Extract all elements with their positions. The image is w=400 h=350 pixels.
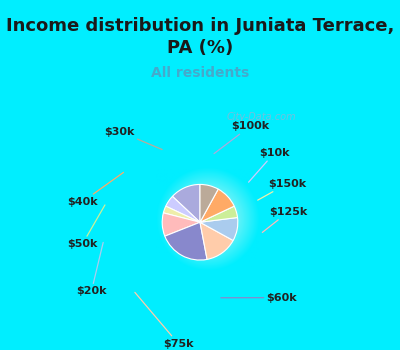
Wedge shape (200, 206, 238, 222)
Wedge shape (163, 206, 200, 222)
Wedge shape (200, 217, 238, 240)
Wedge shape (200, 222, 233, 259)
Wedge shape (172, 184, 200, 222)
Text: $60k: $60k (221, 293, 297, 303)
Wedge shape (200, 184, 218, 222)
Text: Income distribution in Juniata Terrace,
PA (%): Income distribution in Juniata Terrace, … (6, 17, 394, 57)
Text: $20k: $20k (76, 243, 107, 296)
Text: $40k: $40k (67, 172, 124, 207)
Text: $30k: $30k (104, 127, 162, 149)
Text: City-Data.com: City-Data.com (226, 112, 296, 122)
Wedge shape (200, 189, 234, 222)
Text: $50k: $50k (67, 205, 105, 249)
Text: $10k: $10k (248, 148, 289, 182)
Wedge shape (166, 196, 200, 222)
Text: $150k: $150k (258, 179, 306, 200)
Wedge shape (165, 222, 207, 260)
Text: $125k: $125k (262, 207, 307, 232)
Wedge shape (162, 213, 200, 236)
Text: $100k: $100k (214, 121, 269, 154)
Text: $75k: $75k (135, 292, 194, 349)
Text: All residents: All residents (151, 66, 249, 80)
